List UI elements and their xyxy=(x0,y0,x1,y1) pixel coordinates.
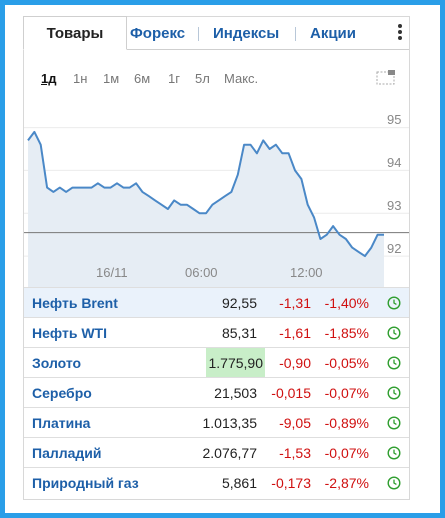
instrument-name[interactable]: Золото xyxy=(32,355,82,371)
period-6m[interactable]: 6м xyxy=(134,71,151,86)
table-row[interactable]: Платина 1.013,35 -9,05 -0,89% xyxy=(24,407,409,437)
period-1m[interactable]: 1м xyxy=(103,71,120,86)
tab-separator xyxy=(295,27,296,41)
x-tick-label: 12:00 xyxy=(290,265,323,280)
tab-stocks[interactable]: Акции xyxy=(310,25,357,42)
table-row[interactable]: Нефть WTI 85,31 -1,61 -1,85% xyxy=(24,317,409,347)
x-tick-label: 06:00 xyxy=(185,265,218,280)
change-percent: -0,07% xyxy=(324,445,369,461)
change-value: -0,173 xyxy=(271,475,311,491)
table-row[interactable]: Палладий 2.076,77 -1,53 -0,07% xyxy=(24,437,409,467)
clock-icon xyxy=(387,416,401,430)
change-percent: -1,40% xyxy=(324,295,369,311)
table-row[interactable]: Золото 1.775,90 -0,90 -0,05% xyxy=(24,347,409,377)
instrument-name[interactable]: Природный газ xyxy=(32,475,139,491)
change-percent: -2,87% xyxy=(324,475,369,491)
period-1d[interactable]: 1д xyxy=(41,71,57,86)
tab-commodities[interactable]: Товары xyxy=(23,16,127,50)
clock-icon xyxy=(387,356,401,370)
price-value: 85,31 xyxy=(221,325,257,341)
price-value: 21,503 xyxy=(214,385,257,401)
y-tick-label: 92 xyxy=(387,241,402,256)
change-value: -1,53 xyxy=(279,445,311,461)
instrument-name[interactable]: Серебро xyxy=(32,385,92,401)
instrument-name[interactable]: Нефть WTI xyxy=(32,325,107,341)
period-max[interactable]: Макс. xyxy=(224,71,259,86)
change-value: -9,05 xyxy=(279,415,311,431)
price-value: 1.775,90 xyxy=(205,348,265,377)
instrument-name[interactable]: Нефть Brent xyxy=(32,295,118,311)
price-line xyxy=(27,130,384,258)
y-tick-label: 94 xyxy=(387,155,402,170)
period-1w[interactable]: 1н xyxy=(73,71,88,86)
period-5y[interactable]: 5л xyxy=(195,71,210,86)
table-row[interactable]: Природный газ 5,861 -0,173 -2,87% xyxy=(24,467,409,497)
period-1y[interactable]: 1г xyxy=(168,71,180,86)
expand-chart-icon[interactable] xyxy=(376,69,396,85)
clock-icon xyxy=(387,446,401,460)
kebab-menu-icon[interactable] xyxy=(395,24,405,44)
commodities-widget: Товары Форекс Индексы Акции 1д 1н 1м 6м … xyxy=(23,16,410,500)
tab-bar: Товары Форекс Индексы Акции xyxy=(23,16,409,50)
change-percent: -0,05% xyxy=(324,355,369,371)
y-tick-label: 93 xyxy=(387,198,402,213)
change-value: -1,61 xyxy=(279,325,311,341)
change-percent: -1,85% xyxy=(324,325,369,341)
instrument-name[interactable]: Платина xyxy=(32,415,91,431)
price-value: 5,861 xyxy=(221,475,257,491)
table-row[interactable]: Нефть Brent 92,55 -1,31 -1,40% xyxy=(24,287,409,317)
change-percent: -0,07% xyxy=(324,385,369,401)
table-row[interactable]: Серебро 21,503 -0,015 -0,07% xyxy=(24,377,409,407)
price-value: 1.013,35 xyxy=(202,415,258,431)
change-value: -0,015 xyxy=(271,385,311,401)
instrument-name[interactable]: Палладий xyxy=(32,445,102,461)
tab-forex[interactable]: Форекс xyxy=(130,25,186,42)
tab-indices[interactable]: Индексы xyxy=(213,25,280,42)
change-value: -1,31 xyxy=(279,295,311,311)
clock-icon xyxy=(387,386,401,400)
price-value: 2.076,77 xyxy=(202,445,258,461)
price-value: 92,55 xyxy=(221,295,257,311)
change-value: -0,90 xyxy=(279,355,311,371)
clock-icon xyxy=(387,326,401,340)
clock-icon xyxy=(387,476,401,490)
change-percent: -0,89% xyxy=(324,415,369,431)
y-tick-label: 95 xyxy=(387,112,402,127)
clock-icon xyxy=(387,296,401,310)
x-tick-label: 16/11 xyxy=(96,265,128,280)
tab-separator xyxy=(198,27,199,41)
price-chart xyxy=(24,127,409,291)
